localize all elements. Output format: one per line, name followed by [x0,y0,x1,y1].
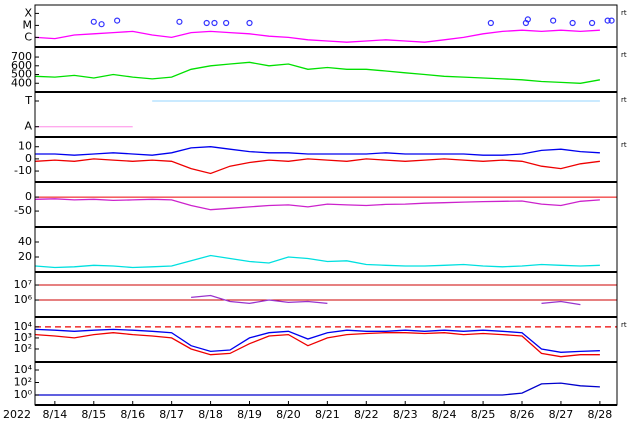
series-line [35,29,600,43]
x-tick-label: 8/17 [159,408,184,421]
series-line [191,294,581,306]
flare-marker [114,17,121,24]
y-tick-label: 10⁷ [14,278,32,291]
x-tick-label: 8/18 [198,408,223,421]
flare-marker [90,18,97,25]
y-tick-label: 600 [11,59,32,72]
y-tick-label: 10⁰ [14,388,33,401]
x-tick-label: 8/21 [315,408,340,421]
realtime-note: rt [621,141,627,149]
x-tick-label: 8/15 [81,408,106,421]
y-tick-label: X [24,6,32,19]
y-tick-label: 10⁴ [14,320,33,333]
series-line [35,61,601,84]
y-tick-label: 500 [11,68,32,81]
realtime-note: rt [621,321,627,329]
flare-marker [608,17,615,24]
realtime-note: rt [621,9,627,17]
panel [35,254,600,269]
flare-marker [246,19,253,27]
y-tick-label: M [23,18,33,31]
x-tick-label: 8/27 [549,408,574,421]
x-tick-label: 8/23 [393,408,418,421]
panel [35,16,615,43]
y-tick-label: -50 [14,204,32,217]
series-line [35,146,600,156]
x-tick-label: 8/22 [354,408,379,421]
y-tick-label: 10³ [14,331,32,344]
y-tick-label: 40 [18,235,32,248]
flare-marker [223,19,230,27]
flare-marker [211,19,218,27]
flare-marker [604,17,611,24]
y-tick-label: 10 [18,140,32,153]
flare-marker [569,19,576,27]
panel [35,382,600,396]
flare-marker [550,17,557,24]
series-line [35,332,600,358]
x-tick-label: 8/20 [276,408,301,421]
series-line [35,254,600,269]
realtime-note: rt [621,96,627,104]
flare-marker [98,21,105,28]
x-tick-label: 8/16 [120,408,145,421]
flare-marker [176,18,183,25]
x-tick-label: 8/24 [432,408,457,421]
y-tick-label: 700 [11,50,32,63]
x-tick-label: 8/14 [43,408,68,421]
y-tick-label: 10² [14,375,32,388]
y-tick-label: 0 [25,152,32,165]
panel [35,326,617,358]
y-tick-label: 400 [11,76,32,89]
x-tick-label: 8/19 [237,408,262,421]
panel [35,284,617,306]
series-line [35,198,600,211]
realtime-note: rt [621,51,627,59]
panel [35,196,617,211]
panel-frame [34,361,618,406]
y-tick-label: 20 [18,250,32,263]
y-tick-label: 10⁶ [14,293,33,306]
x-tick-label: 8/28 [588,408,613,421]
series-line [35,158,600,175]
series-line [35,382,600,396]
year-label: 2022 [3,408,31,421]
panel-frame [34,271,618,318]
flare-marker [203,19,210,27]
panel-frame [34,46,618,93]
x-tick-label: 8/26 [510,408,535,421]
y-tick-label: C [24,30,32,43]
series-line [35,328,600,353]
y-tick-label: 0 [25,190,32,203]
panel [35,146,600,175]
y-tick-label: T [24,94,32,107]
y-tick-label: 10⁴ [14,363,33,376]
panel [35,61,601,84]
flare-marker [487,19,494,27]
y-tick-label: 10² [14,342,32,355]
flare-marker [588,19,596,27]
panel [35,100,600,128]
y-tick-label: -10 [14,164,32,177]
y-tick-label: A [24,120,32,133]
panel-frame [34,91,618,138]
flare-marker [524,16,531,23]
x-tick-label: 8/25 [471,408,496,421]
